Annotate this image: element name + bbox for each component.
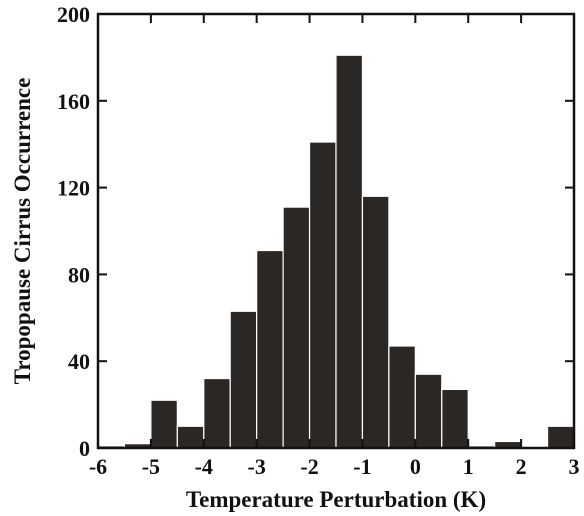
histogram-bar-13 (441, 388, 469, 449)
x-tick-label: 3 (569, 454, 580, 479)
histogram-bar-2 (150, 399, 178, 449)
histogram-bar-8 (308, 141, 337, 449)
histogram-bar-12 (414, 373, 443, 449)
histogram-bar-11 (388, 345, 416, 449)
histogram-bar-3 (176, 425, 205, 449)
y-tick-label: 160 (57, 89, 90, 114)
histogram-bar-17 (546, 425, 575, 449)
histogram-bar-9 (335, 54, 364, 449)
histogram-bar-5 (229, 310, 258, 449)
x-tick-label: -4 (195, 454, 213, 479)
y-tick-label: 0 (79, 436, 90, 461)
y-axis-label: Tropopause Cirrus Occurrence (10, 78, 35, 385)
tick-labels: -6 -5 -4 -3 -2 -1 0 1 2 3 0 40 80 120 160 200 (57, 2, 580, 479)
plot-frame (96, 12, 576, 450)
histogram-bar-7 (282, 206, 311, 449)
y-tick-label: 200 (57, 2, 90, 27)
x-tick-label: 1 (463, 454, 474, 479)
x-tick-label: -2 (300, 454, 318, 479)
histogram-bar-6 (256, 249, 284, 449)
x-tick-label: -6 (89, 454, 107, 479)
y-tick-label: 40 (68, 349, 90, 374)
x-tick-label: -1 (353, 454, 371, 479)
y-tick-label: 80 (68, 262, 90, 287)
histogram-bar-4 (203, 377, 231, 449)
histogram-bar-10 (361, 195, 390, 449)
x-tick-label: 2 (516, 454, 527, 479)
histogram-bars (97, 54, 575, 449)
x-tick-label: -5 (142, 454, 160, 479)
axis-ticks (97, 13, 575, 449)
x-axis-label: Temperature Perturbation (K) (186, 487, 486, 512)
y-tick-label: 120 (57, 176, 90, 201)
x-tick-label: 0 (410, 454, 421, 479)
x-tick-label: -3 (248, 454, 266, 479)
